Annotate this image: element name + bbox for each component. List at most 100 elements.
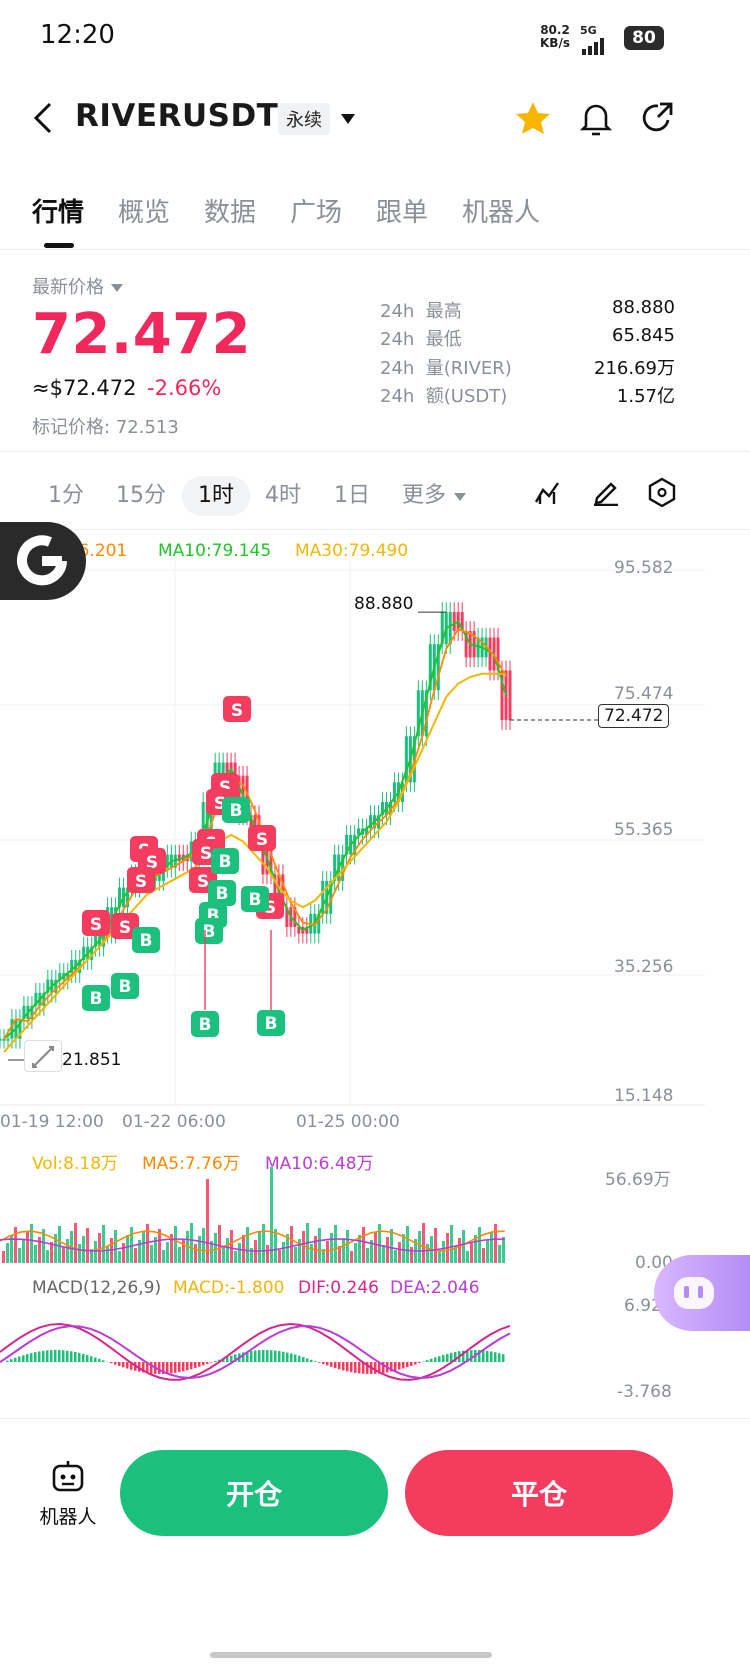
ma10-legend: MA10:79.145 [158,541,272,561]
volume-bar [334,1225,337,1263]
volume-bar [402,1234,405,1263]
macd-bar [58,1350,61,1362]
macd-bar [226,1356,229,1362]
app-logo-float[interactable] [0,522,86,600]
volume-bar [450,1225,453,1263]
volume-bar [342,1238,345,1263]
close-position-button[interactable]: 平仓 [405,1450,673,1536]
price-chart[interactable]: SSSSSSSSSSSSSBBBBBBBBBBB [0,530,750,1450]
ma30-line [3,672,507,1053]
volume-bar [202,1228,205,1263]
macd-bar [118,1362,121,1366]
candle-body [341,854,345,881]
volume-bar [394,1250,397,1263]
tab-data[interactable]: 数据 [204,198,257,228]
macd-bar [262,1350,265,1362]
tab-overview[interactable]: 概览 [118,198,171,228]
macd-bar [34,1352,37,1362]
home-indicator[interactable] [210,1652,492,1658]
macd-bar [6,1360,9,1362]
volume-bar [378,1224,381,1263]
status-time: 12:20 [40,20,115,50]
macd-bar [30,1353,33,1362]
candle-body [225,762,229,776]
contract-dropdown-icon[interactable] [340,110,356,129]
volume-bar [230,1230,233,1263]
favorite-star-icon[interactable] [514,100,552,140]
volume-bar [282,1242,285,1263]
candle-body [2,1038,6,1041]
expand-chart-icon[interactable] [24,1040,62,1072]
volume-bar [86,1228,89,1263]
volume-bar [290,1226,293,1263]
macd-bar [18,1356,21,1362]
usd-price: ≈$72.472 [32,376,137,400]
tab-copy-trading[interactable]: 跟单 [376,198,429,228]
macd-bar [138,1362,141,1372]
robot-button[interactable]: 机器人 [38,1460,98,1529]
macd-bar [42,1350,45,1362]
candle-body [504,670,508,720]
stat-high: 24h 最高 88.880 [380,297,675,322]
macd-bar [62,1350,65,1362]
macd-bar [306,1358,309,1362]
draw-pencil-icon[interactable] [592,478,620,510]
candle-body [126,887,130,908]
interval-1h[interactable]: 1时 [182,476,250,516]
bell-icon[interactable] [578,98,614,142]
tab-market[interactable]: 行情 [32,198,85,228]
volume-bar [374,1232,377,1263]
volume-bar [122,1243,125,1263]
volume-bar [62,1247,65,1263]
volume-bar [454,1246,457,1263]
indicator-icon[interactable] [534,478,562,510]
divider [0,529,750,530]
volume-bar [478,1227,481,1263]
stat-low: 24h 最低 65.845 [380,325,675,350]
price-type-dropdown-icon [110,284,123,292]
interval-1d[interactable]: 1日 [334,483,370,508]
tab-bots[interactable]: 机器人 [462,198,541,228]
volume-bar [106,1246,109,1263]
volume-bar [170,1234,173,1263]
macd-bar [330,1362,333,1367]
assistant-float[interactable] [654,1255,750,1331]
volume-bar [206,1179,209,1263]
interval-4h[interactable]: 4时 [265,483,301,508]
interval-more[interactable]: 更多 [402,476,467,516]
interval-15m[interactable]: 15分 [116,483,166,508]
macd-bar [490,1351,493,1362]
open-position-button[interactable]: 开仓 [120,1450,388,1536]
macd-bar [326,1362,329,1366]
candle-body [189,841,193,862]
macd-bar [266,1350,269,1362]
macd-bar [274,1350,277,1362]
tab-square[interactable]: 广场 [290,198,343,228]
volume-bar [302,1231,305,1263]
dea-value: DEA:2.046 [390,1278,480,1298]
macd-bar [398,1362,401,1370]
macd-bar [230,1355,233,1362]
interval-1m[interactable]: 1分 [48,483,84,508]
contract-type-badge[interactable]: 永续 [278,103,330,135]
buy-marker-label: B [199,1015,212,1035]
settings-hexagon-icon[interactable] [648,477,676,511]
buy-marker-label: B [216,884,229,904]
battery-indicator: 80 [624,26,664,50]
buy-marker [241,886,269,912]
volume-bar [346,1230,349,1263]
volume-bar [194,1244,197,1263]
gate-logo-icon [17,535,67,586]
y-tick: 95.582 [614,558,674,578]
share-icon[interactable] [640,100,676,140]
latest-price-label[interactable]: 最新价格 [32,273,124,299]
candle-body [165,854,169,868]
macd-bar [278,1351,281,1362]
tab-underline [44,243,74,248]
volume-bar [130,1227,133,1263]
buy-marker-label: B [230,801,243,821]
volume-bar [470,1243,473,1263]
back-icon[interactable] [30,100,60,136]
macd-bar [50,1350,53,1362]
symbol-title[interactable]: RIVERUSDT [75,98,279,134]
